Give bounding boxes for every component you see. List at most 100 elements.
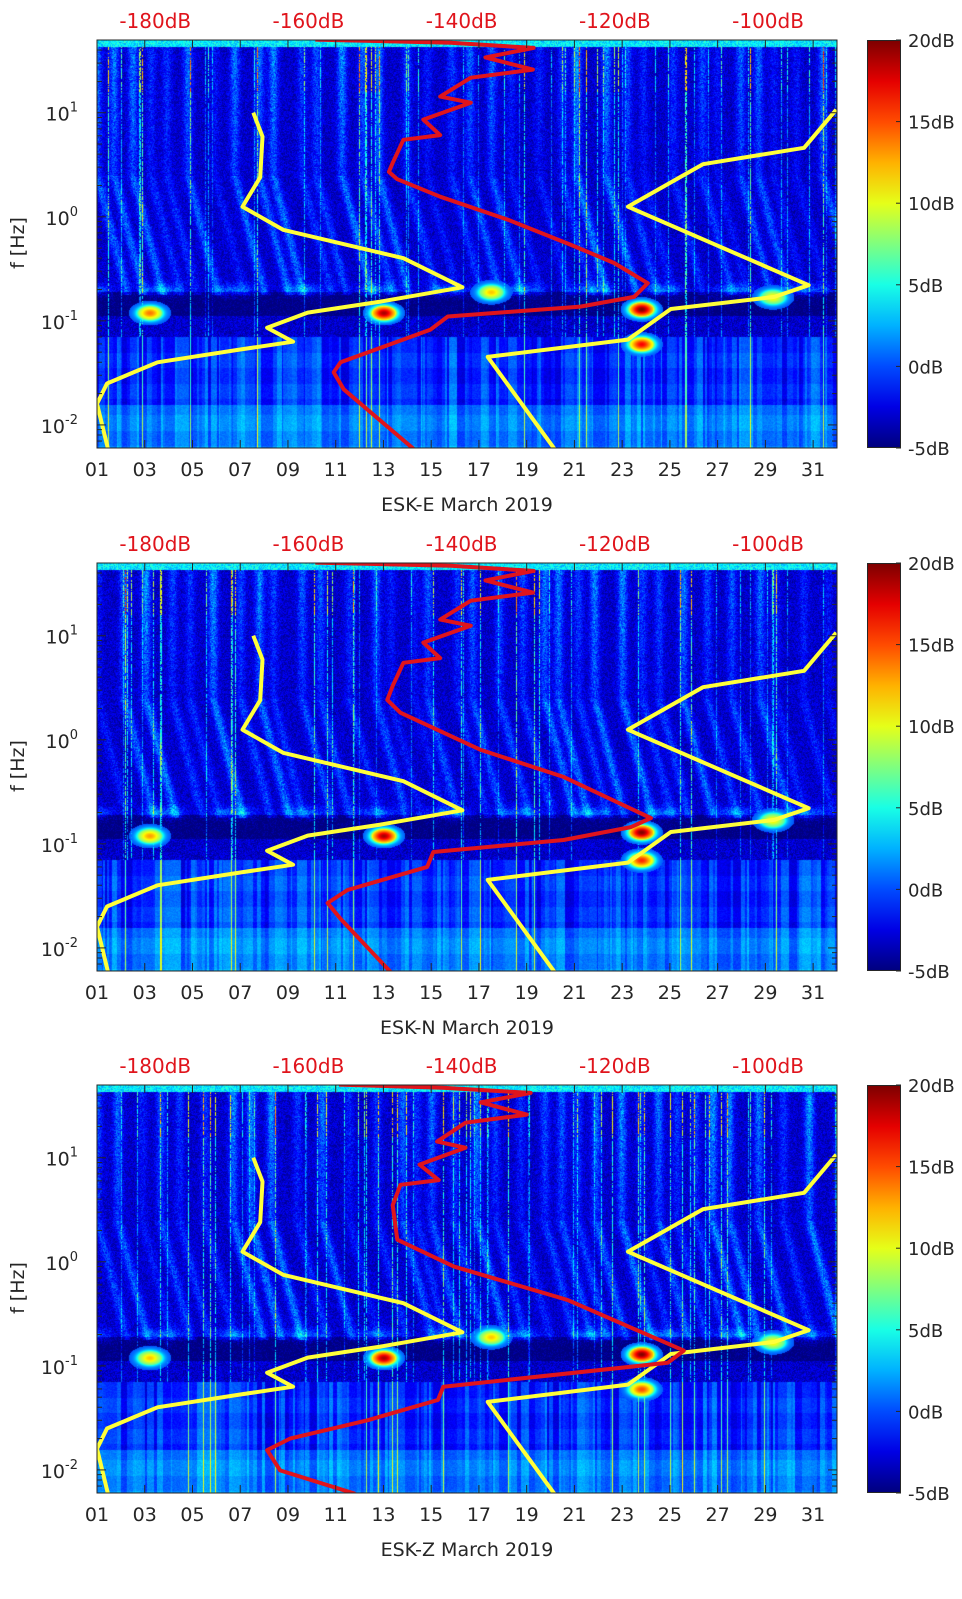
- top-db-label: -160dB: [273, 1054, 345, 1078]
- y-tick-exponent: 1: [70, 1146, 78, 1161]
- spectrogram-panel-esk-z: 01 03 05 07 09 11 13 15 17 19 21 23 25 27 29 31 10-2 10-1…: [0, 1045, 962, 1567]
- x-axis-title: ESK-Z March 2019: [380, 1539, 554, 1561]
- colorbar: [867, 40, 901, 448]
- x-tick-label: 25: [658, 1504, 682, 1526]
- y-tick-base: 10: [41, 835, 65, 857]
- y-tick-label: 101: [46, 101, 78, 126]
- plot-frame: [96, 562, 838, 972]
- x-tick-label: 31: [801, 982, 825, 1004]
- x-tick-label: 31: [801, 459, 825, 481]
- x-tick-label: 17: [467, 459, 491, 481]
- top-db-label: -160dB: [273, 9, 345, 33]
- top-db-label: -180dB: [119, 1054, 191, 1078]
- x-tick-label: 07: [228, 1504, 252, 1526]
- top-db-label: -100dB: [732, 1054, 804, 1078]
- station-psd-curve: [265, 1085, 686, 1493]
- y-tick-base: 10: [41, 312, 65, 334]
- y-tick-base: 10: [46, 627, 70, 649]
- colorbar-tick-label: 5dB: [908, 1321, 943, 1342]
- y-tick-base: 10: [46, 731, 70, 753]
- colorbar-tick-label: 0dB: [908, 1402, 943, 1423]
- top-db-label: -120dB: [579, 1054, 651, 1078]
- plot-frame: [96, 39, 838, 449]
- x-tick-label: 05: [180, 459, 204, 481]
- y-tick-exponent: -1: [65, 832, 78, 847]
- y-tick-exponent: 1: [70, 101, 78, 116]
- high-noise-model-curve: [485, 108, 837, 448]
- y-tick-label: 10-1: [41, 1354, 78, 1379]
- x-tick-label: 17: [467, 982, 491, 1004]
- y-tick-base: 10: [41, 1461, 65, 1483]
- x-tick-label: 15: [419, 1504, 443, 1526]
- x-tick-label: 23: [610, 1504, 634, 1526]
- y-tick-base: 10: [46, 208, 70, 230]
- y-tick-base: 10: [41, 939, 65, 961]
- y-tick-exponent: 0: [70, 1250, 78, 1265]
- x-tick-label: 13: [371, 982, 395, 1004]
- high-noise-model-curve: [485, 1153, 837, 1493]
- top-db-label: -180dB: [119, 532, 191, 556]
- y-tick-label: 10-2: [41, 1458, 78, 1483]
- axes-overlay: 01 03 05 07 09 11 13 15 17 19 21 23 25 27 29 3110-210-1…: [41, 532, 955, 1004]
- y-tick-exponent: -2: [65, 1458, 78, 1473]
- colorbar-tick-label: 10dB: [908, 717, 955, 738]
- y-tick-exponent: 0: [70, 205, 78, 220]
- y-tick-label: 101: [46, 1146, 78, 1171]
- low-noise-model-curve: [97, 111, 465, 448]
- x-tick-label: 23: [610, 459, 634, 481]
- low-noise-model-curve: [97, 634, 465, 971]
- x-tick-label: 11: [324, 982, 348, 1004]
- colorbar-tick-label: 15dB: [908, 1158, 955, 1179]
- y-tick-exponent: -1: [65, 1354, 78, 1369]
- y-tick-base: 10: [46, 1149, 70, 1171]
- colorbar-tick-label: 0dB: [908, 357, 943, 378]
- x-tick-label: 23: [610, 982, 634, 1004]
- axes-overlay: 01 03 05 07 09 11 13 15 17 19 21 23 25 27 29 3110-210-1…: [41, 9, 955, 481]
- colorbar-tick-label: -5dB: [908, 1484, 950, 1505]
- x-tick-label: 05: [180, 1504, 204, 1526]
- x-tick-label: 09: [276, 459, 300, 481]
- x-tick-label: 13: [371, 1504, 395, 1526]
- high-noise-model-curve: [485, 631, 837, 971]
- x-tick-label: 05: [180, 982, 204, 1004]
- x-tick-label: 31: [801, 1504, 825, 1526]
- x-tick-label: 19: [515, 1504, 539, 1526]
- x-tick-label: 21: [562, 1504, 586, 1526]
- colorbar-tick-label: 5dB: [908, 276, 943, 297]
- top-db-label: -140dB: [426, 9, 498, 33]
- x-tick-label: 27: [706, 982, 730, 1004]
- top-db-label: -180dB: [119, 9, 191, 33]
- y-tick-label: 10-1: [41, 309, 78, 334]
- y-tick-label: 100: [46, 1250, 78, 1275]
- x-tick-label: 29: [753, 982, 777, 1004]
- x-tick-label: 11: [324, 1504, 348, 1526]
- y-tick-label: 101: [46, 624, 78, 649]
- x-axis-title: ESK-E March 2019: [381, 494, 553, 516]
- x-tick-label: 03: [133, 1504, 157, 1526]
- y-axis-label: f [Hz]: [7, 217, 29, 269]
- top-db-label: -100dB: [732, 9, 804, 33]
- colorbar-tick-label: 5dB: [908, 799, 943, 820]
- axes-overlay: 01 03 05 07 09 11 13 15 17 19 21 23 25 27 29 3110-210-1…: [41, 1054, 955, 1526]
- x-tick-label: 27: [706, 1504, 730, 1526]
- spectrogram-panel-esk-n: 01 03 05 07 09 11 13 15 17 19 21 23 25 27 29 31 10-2 10-1…: [0, 523, 962, 1045]
- top-db-label: -140dB: [426, 1054, 498, 1078]
- x-tick-label: 11: [324, 459, 348, 481]
- x-tick-label: 15: [419, 982, 443, 1004]
- top-db-label: -120dB: [579, 532, 651, 556]
- x-axis-title: ESK-N March 2019: [380, 1017, 554, 1039]
- x-tick-label: 21: [562, 982, 586, 1004]
- x-tick-label: 09: [276, 982, 300, 1004]
- x-tick-label: 17: [467, 1504, 491, 1526]
- colorbar-tick-label: 10dB: [908, 194, 955, 215]
- y-axis-label: f [Hz]: [7, 1262, 29, 1314]
- x-tick-label: 01: [85, 1504, 109, 1526]
- x-tick-label: 15: [419, 459, 443, 481]
- colorbar-tick-label: -5dB: [908, 962, 950, 983]
- y-axis-label: f [Hz]: [7, 740, 29, 792]
- colorbar-tick-label: 15dB: [908, 113, 955, 134]
- y-tick-exponent: -1: [65, 309, 78, 324]
- top-db-label: -100dB: [732, 532, 804, 556]
- y-tick-label: 10-1: [41, 832, 78, 857]
- y-tick-exponent: -2: [65, 936, 78, 951]
